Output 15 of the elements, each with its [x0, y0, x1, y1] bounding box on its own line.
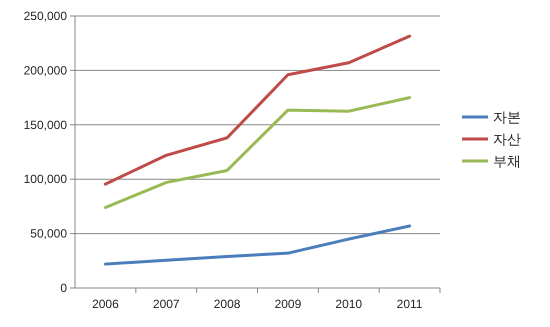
x-tick-label: 2008	[214, 297, 241, 311]
x-tick-label: 2007	[152, 297, 180, 311]
y-tick-label: 0	[60, 281, 68, 295]
legend-label: 자산	[493, 131, 521, 147]
y-tick-label: 200,000	[24, 63, 68, 78]
y-tick-label: 50,000	[30, 226, 68, 241]
x-tick-label: 2009	[274, 297, 302, 311]
y-tick-label: 100,000	[24, 172, 68, 186]
legend-label: 자본	[493, 109, 521, 125]
x-tick-label: 2006	[92, 297, 120, 311]
y-tick-label: 150,000	[24, 118, 68, 132]
legend-label: 부채	[493, 153, 521, 169]
y-tick-label: 250,000	[24, 9, 68, 23]
x-tick-label: 2010	[335, 297, 362, 311]
x-tick-label: 2011	[396, 297, 423, 311]
